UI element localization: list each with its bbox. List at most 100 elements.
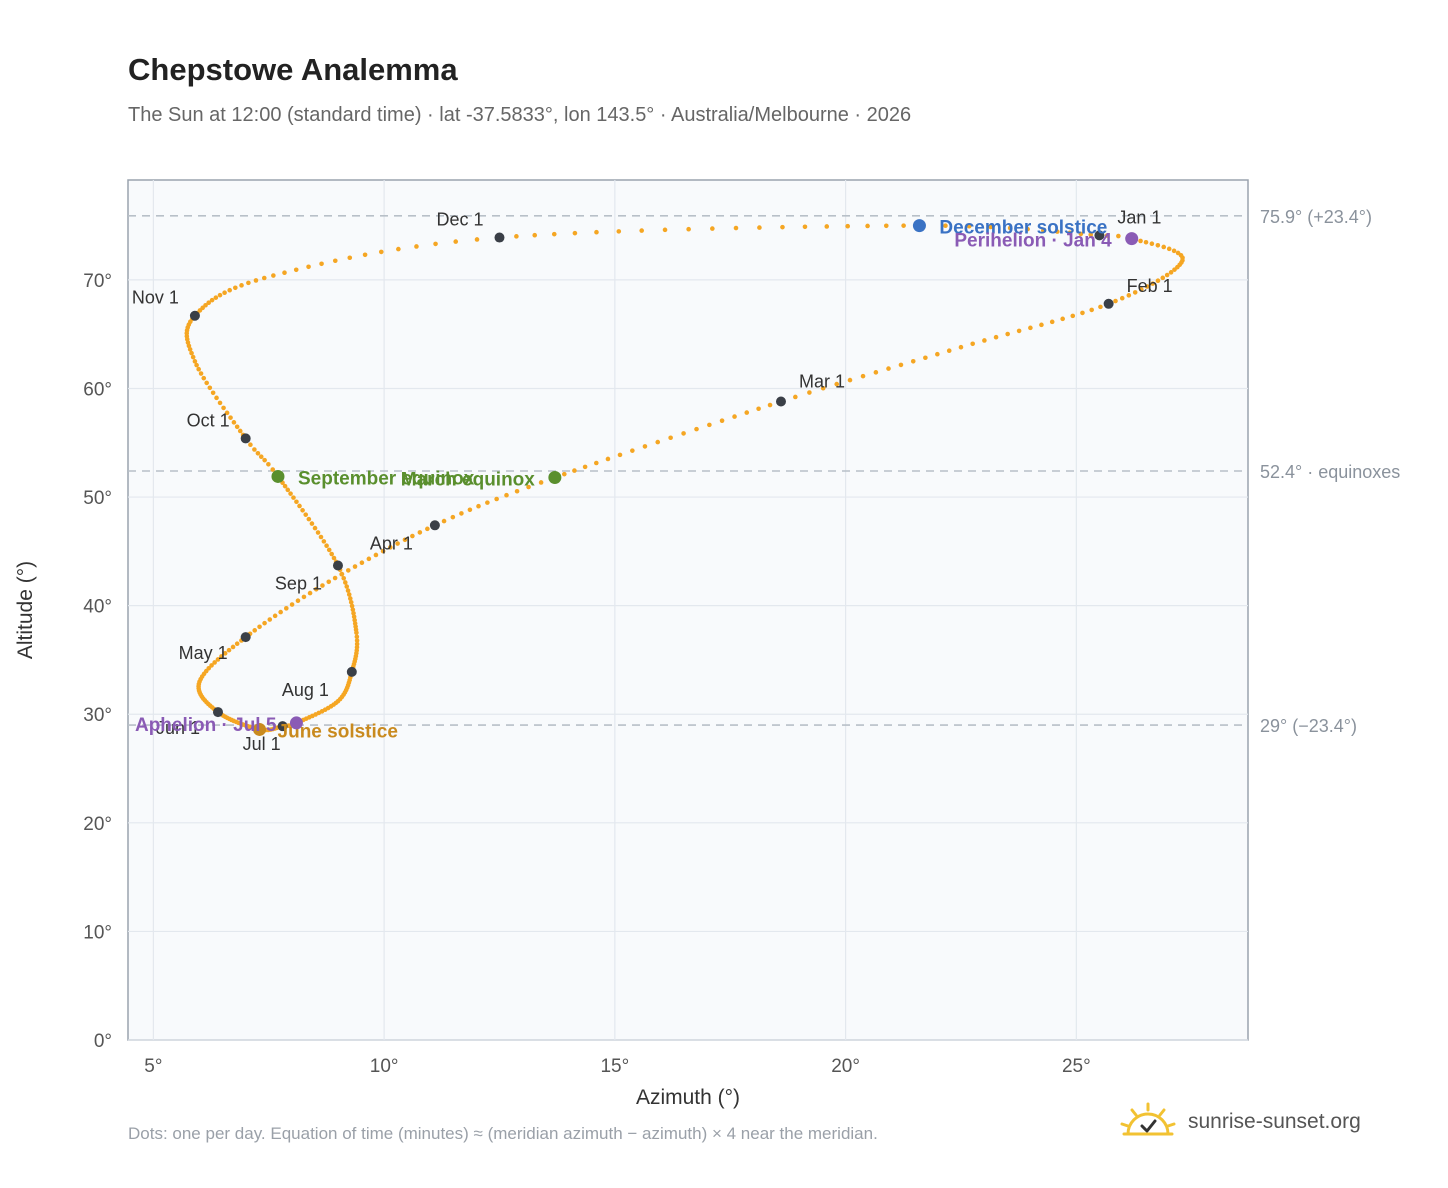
daily-sun-dot xyxy=(209,297,215,303)
month-marker xyxy=(346,666,357,677)
daily-sun-dot xyxy=(226,647,232,653)
daily-sun-dot xyxy=(354,644,360,650)
daily-sun-dot xyxy=(331,555,337,561)
daily-sun-dot xyxy=(291,495,296,500)
month-marker xyxy=(429,520,440,531)
daily-sun-dot xyxy=(380,548,386,554)
month-label: Mar 1 xyxy=(799,372,845,392)
daily-sun-dot xyxy=(719,418,725,423)
daily-sun-dot xyxy=(1139,287,1144,292)
y-tick-label: 50° xyxy=(83,488,112,509)
daily-sun-dot xyxy=(617,452,623,458)
daily-sun-dot xyxy=(616,229,622,234)
daily-sun-dot xyxy=(562,471,567,477)
daily-sun-dot xyxy=(209,663,214,668)
event-marker xyxy=(253,722,267,736)
daily-sun-dot xyxy=(239,283,244,288)
daily-sun-dot xyxy=(886,366,891,371)
daily-sun-dot xyxy=(1070,313,1076,319)
daily-sun-dot xyxy=(246,280,251,286)
daily-sun-dot xyxy=(354,641,360,647)
daily-sun-dot xyxy=(494,496,499,502)
event-marker xyxy=(1125,232,1139,246)
daily-sun-dot xyxy=(352,564,358,569)
daily-sun-dot xyxy=(373,552,379,558)
daily-sun-dot xyxy=(526,484,531,490)
daily-sun-dot xyxy=(514,488,520,494)
event-marker xyxy=(912,219,926,233)
daily-sun-dot xyxy=(744,410,750,415)
daily-sun-dot xyxy=(255,451,261,456)
daily-sun-dot xyxy=(227,287,232,293)
daily-sun-dot xyxy=(354,638,360,643)
daily-sun-dot xyxy=(196,366,201,372)
daily-sun-dot xyxy=(329,551,334,557)
daily-sun-dot xyxy=(1005,331,1010,337)
daily-sun-dot xyxy=(214,395,219,401)
daily-sun-dot xyxy=(306,264,311,270)
y-tick-label: 40° xyxy=(83,597,112,618)
daily-sun-dot xyxy=(668,435,673,441)
daily-sun-dot xyxy=(248,442,253,448)
x-tick-label: 5° xyxy=(144,1056,162,1077)
daily-sun-dot xyxy=(187,347,193,352)
daily-sun-dot xyxy=(234,424,240,430)
daily-sun-dot xyxy=(453,239,459,244)
daily-sun-dot xyxy=(474,237,480,242)
daily-sun-dot xyxy=(366,556,372,562)
daily-sun-dot xyxy=(1025,226,1030,232)
daily-sun-dot xyxy=(1168,270,1174,275)
daily-sun-dot xyxy=(767,402,773,408)
daily-sun-dot xyxy=(267,617,273,622)
daily-sun-dot xyxy=(1119,295,1125,301)
daily-sun-dot xyxy=(288,491,293,496)
daily-sun-dot xyxy=(230,644,236,650)
event-marker xyxy=(548,471,562,485)
month-label: Apr 1 xyxy=(370,533,413,553)
daily-sun-dot xyxy=(935,351,940,357)
chart-subtitle: The Sun at 12:00 (standard time) · lat -… xyxy=(128,104,912,126)
daily-sun-dot xyxy=(320,583,325,588)
daily-sun-dot xyxy=(198,371,204,376)
daily-sun-dot xyxy=(217,292,223,298)
daily-sun-dot xyxy=(1155,278,1161,284)
daily-sun-dot xyxy=(212,660,217,665)
daily-sun-dot xyxy=(347,255,353,261)
daily-sun-dot xyxy=(1144,284,1150,289)
month-label: Jun 1 xyxy=(156,718,200,738)
daily-sun-dot xyxy=(414,244,419,249)
daily-sun-dot xyxy=(756,406,761,412)
daily-sun-dot xyxy=(1039,322,1044,328)
event-label: Aphelion · Jul 5 xyxy=(135,715,277,736)
daily-sun-dot xyxy=(271,273,276,278)
daily-sun-dot xyxy=(278,609,283,615)
daily-sun-dot xyxy=(1116,233,1121,239)
daily-sun-dot xyxy=(272,613,278,619)
daily-sun-dot xyxy=(865,223,870,229)
daily-sun-dot xyxy=(1164,272,1170,278)
daily-sun-dot xyxy=(459,511,464,516)
daily-sun-dot xyxy=(194,362,199,368)
daily-sun-dot xyxy=(201,375,207,381)
daily-sun-dot xyxy=(1055,229,1060,234)
month-marker xyxy=(277,721,288,732)
month-marker xyxy=(240,632,251,643)
daily-sun-dot xyxy=(594,229,599,235)
daily-sun-dot xyxy=(551,231,557,237)
daily-sun-dot xyxy=(1171,248,1177,254)
daily-sun-dot xyxy=(221,405,226,411)
daily-sun-dot xyxy=(873,370,879,375)
daily-sun-dot xyxy=(807,390,812,395)
daily-sun-dot xyxy=(910,359,916,364)
daily-sun-dot xyxy=(231,420,237,425)
event-marker xyxy=(289,716,303,730)
daily-sun-dot xyxy=(339,571,345,577)
month-label: Feb 1 xyxy=(1127,276,1173,296)
daily-sun-dot xyxy=(883,223,889,229)
daily-sun-dot xyxy=(757,225,762,230)
month-marker xyxy=(189,310,200,321)
daily-sun-dot xyxy=(425,526,430,532)
daily-sun-dot xyxy=(1126,293,1132,298)
daily-sun-dot xyxy=(294,499,299,505)
daily-sun-dot xyxy=(341,575,347,581)
